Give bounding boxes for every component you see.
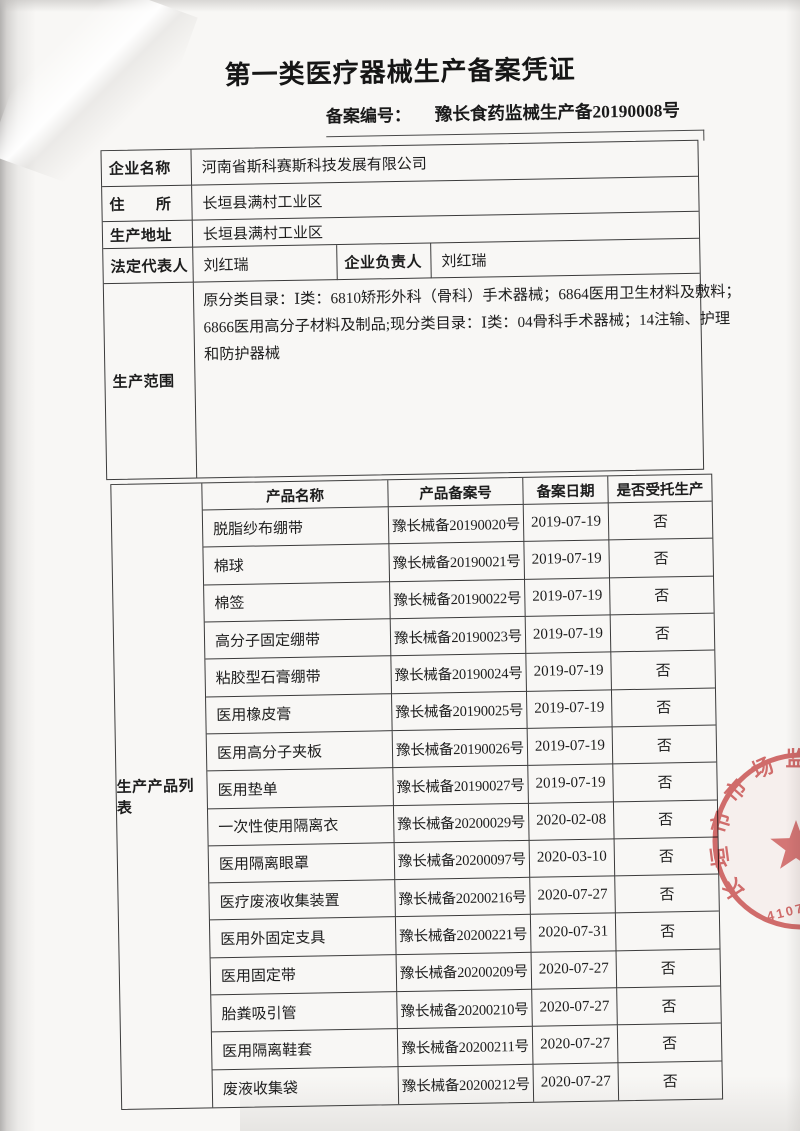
residence-label: 住 所 — [102, 185, 193, 223]
product-record-no-cell: 豫长械备20200097号 — [394, 840, 531, 881]
product-record-no-cell: 豫长械备20200216号 — [395, 877, 531, 918]
product-record-no-cell: 豫长械备20200221号 — [395, 915, 532, 955]
product-record-date-cell: 2019-07-19 — [527, 727, 614, 767]
product-name-cell: 高分子固定绷带 — [204, 619, 392, 660]
product-record-date-cell: 2019-07-19 — [525, 577, 611, 617]
product-record-date-cell: 2020-07-27 — [532, 988, 618, 1028]
product-record-no-cell: 豫长械备20190027号 — [393, 766, 529, 806]
product-record-no-cell: 豫长械备20200211号 — [397, 1027, 534, 1067]
production-scope-label: 生产范围 — [103, 282, 198, 480]
product-entrusted-cell: 否 — [613, 762, 717, 802]
product-record-no-cell: 豫长械备20190023号 — [390, 616, 527, 657]
product-entrusted-cell: 否 — [615, 911, 720, 952]
product-name-cell: 医用隔离眼罩 — [208, 842, 396, 884]
product-record-date-cell: 2020-07-27 — [533, 1062, 620, 1102]
product-entrusted-cell: 否 — [613, 800, 718, 840]
product-list-table: 生产产品列表 产品名称 产品备案号 备案日期 是否受托生产 脱脂纱布绷带 豫长械… — [110, 473, 724, 1110]
product-name-cell: 医用外固定支具 — [209, 917, 397, 959]
record-number-label: 备案编号： — [325, 105, 412, 127]
product-name-cell: 棉球 — [203, 544, 391, 586]
product-record-date-cell: 2020-07-27 — [531, 951, 618, 990]
product-record-date-cell: 2020-07-27 — [532, 1025, 619, 1065]
record-number-value: 豫长食药监械生产备20190008号 — [434, 100, 681, 125]
legal-rep-label: 法定代表人 — [103, 247, 194, 285]
product-entrusted-cell: 否 — [611, 688, 716, 728]
product-entrusted-cell: 否 — [617, 1023, 722, 1063]
product-record-date-cell: 2019-07-19 — [526, 689, 613, 729]
column-header-record-no: 产品备案号 — [388, 477, 524, 508]
product-entrusted-cell: 否 — [662, 1074, 678, 1091]
product-record-no-cell: 豫长械备20190024号 — [391, 654, 527, 694]
column-header-product-name: 产品名称 — [202, 480, 389, 511]
product-record-no-cell: 豫长械备20190020号 — [388, 504, 525, 545]
product-name-cell: 脱脂纱布绷带 — [202, 507, 390, 548]
product-record-date-cell: 2019-07-19 — [528, 764, 614, 804]
column-header-entrusted: 是否受托生产 — [608, 474, 712, 504]
product-record-no-cell: 豫长械备20190025号 — [391, 691, 528, 732]
record-number-underline — [326, 129, 705, 138]
production-address-label: 生产地址 — [102, 220, 194, 250]
product-name-cell: 棉签 — [204, 581, 391, 623]
product-record-no-cell: 豫长械备20200212号 — [398, 1064, 535, 1105]
product-record-no-cell: 豫长械备20200029号 — [393, 803, 530, 843]
product-name-cell: 医用固定带 — [210, 954, 398, 996]
product-record-no-cell: 豫长械备20190022号 — [390, 579, 526, 620]
company-info-table: 企业名称 河南省斯科赛斯科技发展有限公司 住 所 长垣县满村工业区 生产地址 长… — [100, 139, 741, 481]
record-number: 备案编号： 豫长食药监械生产备20190008号 — [326, 96, 680, 128]
product-name-cell: 医用高分子夹板 — [206, 731, 394, 772]
product-name-cell: 粘胶型石膏绷带 — [205, 656, 392, 698]
product-entrusted-cell: 否 — [615, 874, 719, 914]
company-head-value: 刘红瑞 — [431, 238, 700, 279]
product-name-cell: 医用隔离鞋套 — [211, 1029, 399, 1071]
production-scope-value: 原分类目录：Ⅰ类：6810矫形外科（骨科）手术器械；6864医用卫生材料及敷料；… — [194, 274, 741, 478]
product-record-no-cell: 豫长械备20190021号 — [389, 542, 526, 582]
product-entrusted-cell: 否 — [609, 538, 713, 578]
product-record-date-cell: 2020-02-08 — [528, 801, 615, 841]
product-list-side-label: 生产产品列表 — [111, 483, 214, 1109]
record-number-underline-tick — [703, 129, 705, 141]
product-entrusted-cell: 否 — [608, 501, 713, 541]
product-name-cell: 医用橡皮膏 — [206, 693, 393, 735]
product-name-cell: 医疗废液收集装置 — [209, 880, 396, 921]
product-name-cell: 一次性使用隔离衣 — [207, 805, 395, 847]
product-record-no-cell: 豫长械备20190026号 — [392, 728, 529, 769]
product-entrusted-cell: 否 — [612, 725, 717, 765]
company-name-label: 企业名称 — [101, 149, 193, 188]
product-entrusted-cell: 否 — [614, 837, 719, 877]
page-title: 第一类医疗器械生产备案凭证 — [224, 54, 576, 91]
product-entrusted-cell: 否 — [616, 949, 721, 989]
product-record-date-cell: 2019-07-19 — [525, 615, 612, 655]
product-record-no-cell: 豫长械备20200210号 — [397, 989, 533, 1030]
product-entrusted-cell: 否 — [610, 576, 714, 616]
product-record-date-cell: 2020-07-31 — [530, 913, 617, 953]
product-name-cell: 胎粪吸引管 — [211, 992, 398, 1033]
product-entrusted-cell: 否 — [610, 613, 715, 653]
product-name-cell: 废液收集袋 — [212, 1066, 400, 1108]
product-name-cell: 医用垫单 — [207, 768, 394, 809]
product-entrusted-cell: 否 — [611, 650, 715, 690]
product-entrusted-cell: 否 — [617, 986, 721, 1026]
company-head-label: 企业负责人 — [337, 243, 432, 281]
column-header-record-date: 备案日期 — [523, 476, 609, 505]
product-record-date-cell: 2019-07-19 — [526, 652, 612, 692]
product-record-date-cell: 2020-03-10 — [529, 839, 616, 878]
product-record-date-cell: 2019-07-19 — [524, 540, 611, 580]
product-record-date-cell: 2019-07-19 — [523, 503, 610, 543]
product-record-no-cell: 豫长械备20200209号 — [396, 952, 533, 993]
legal-rep-value: 刘红瑞 — [193, 245, 338, 283]
product-record-date-cell: 2020-07-27 — [530, 876, 616, 916]
